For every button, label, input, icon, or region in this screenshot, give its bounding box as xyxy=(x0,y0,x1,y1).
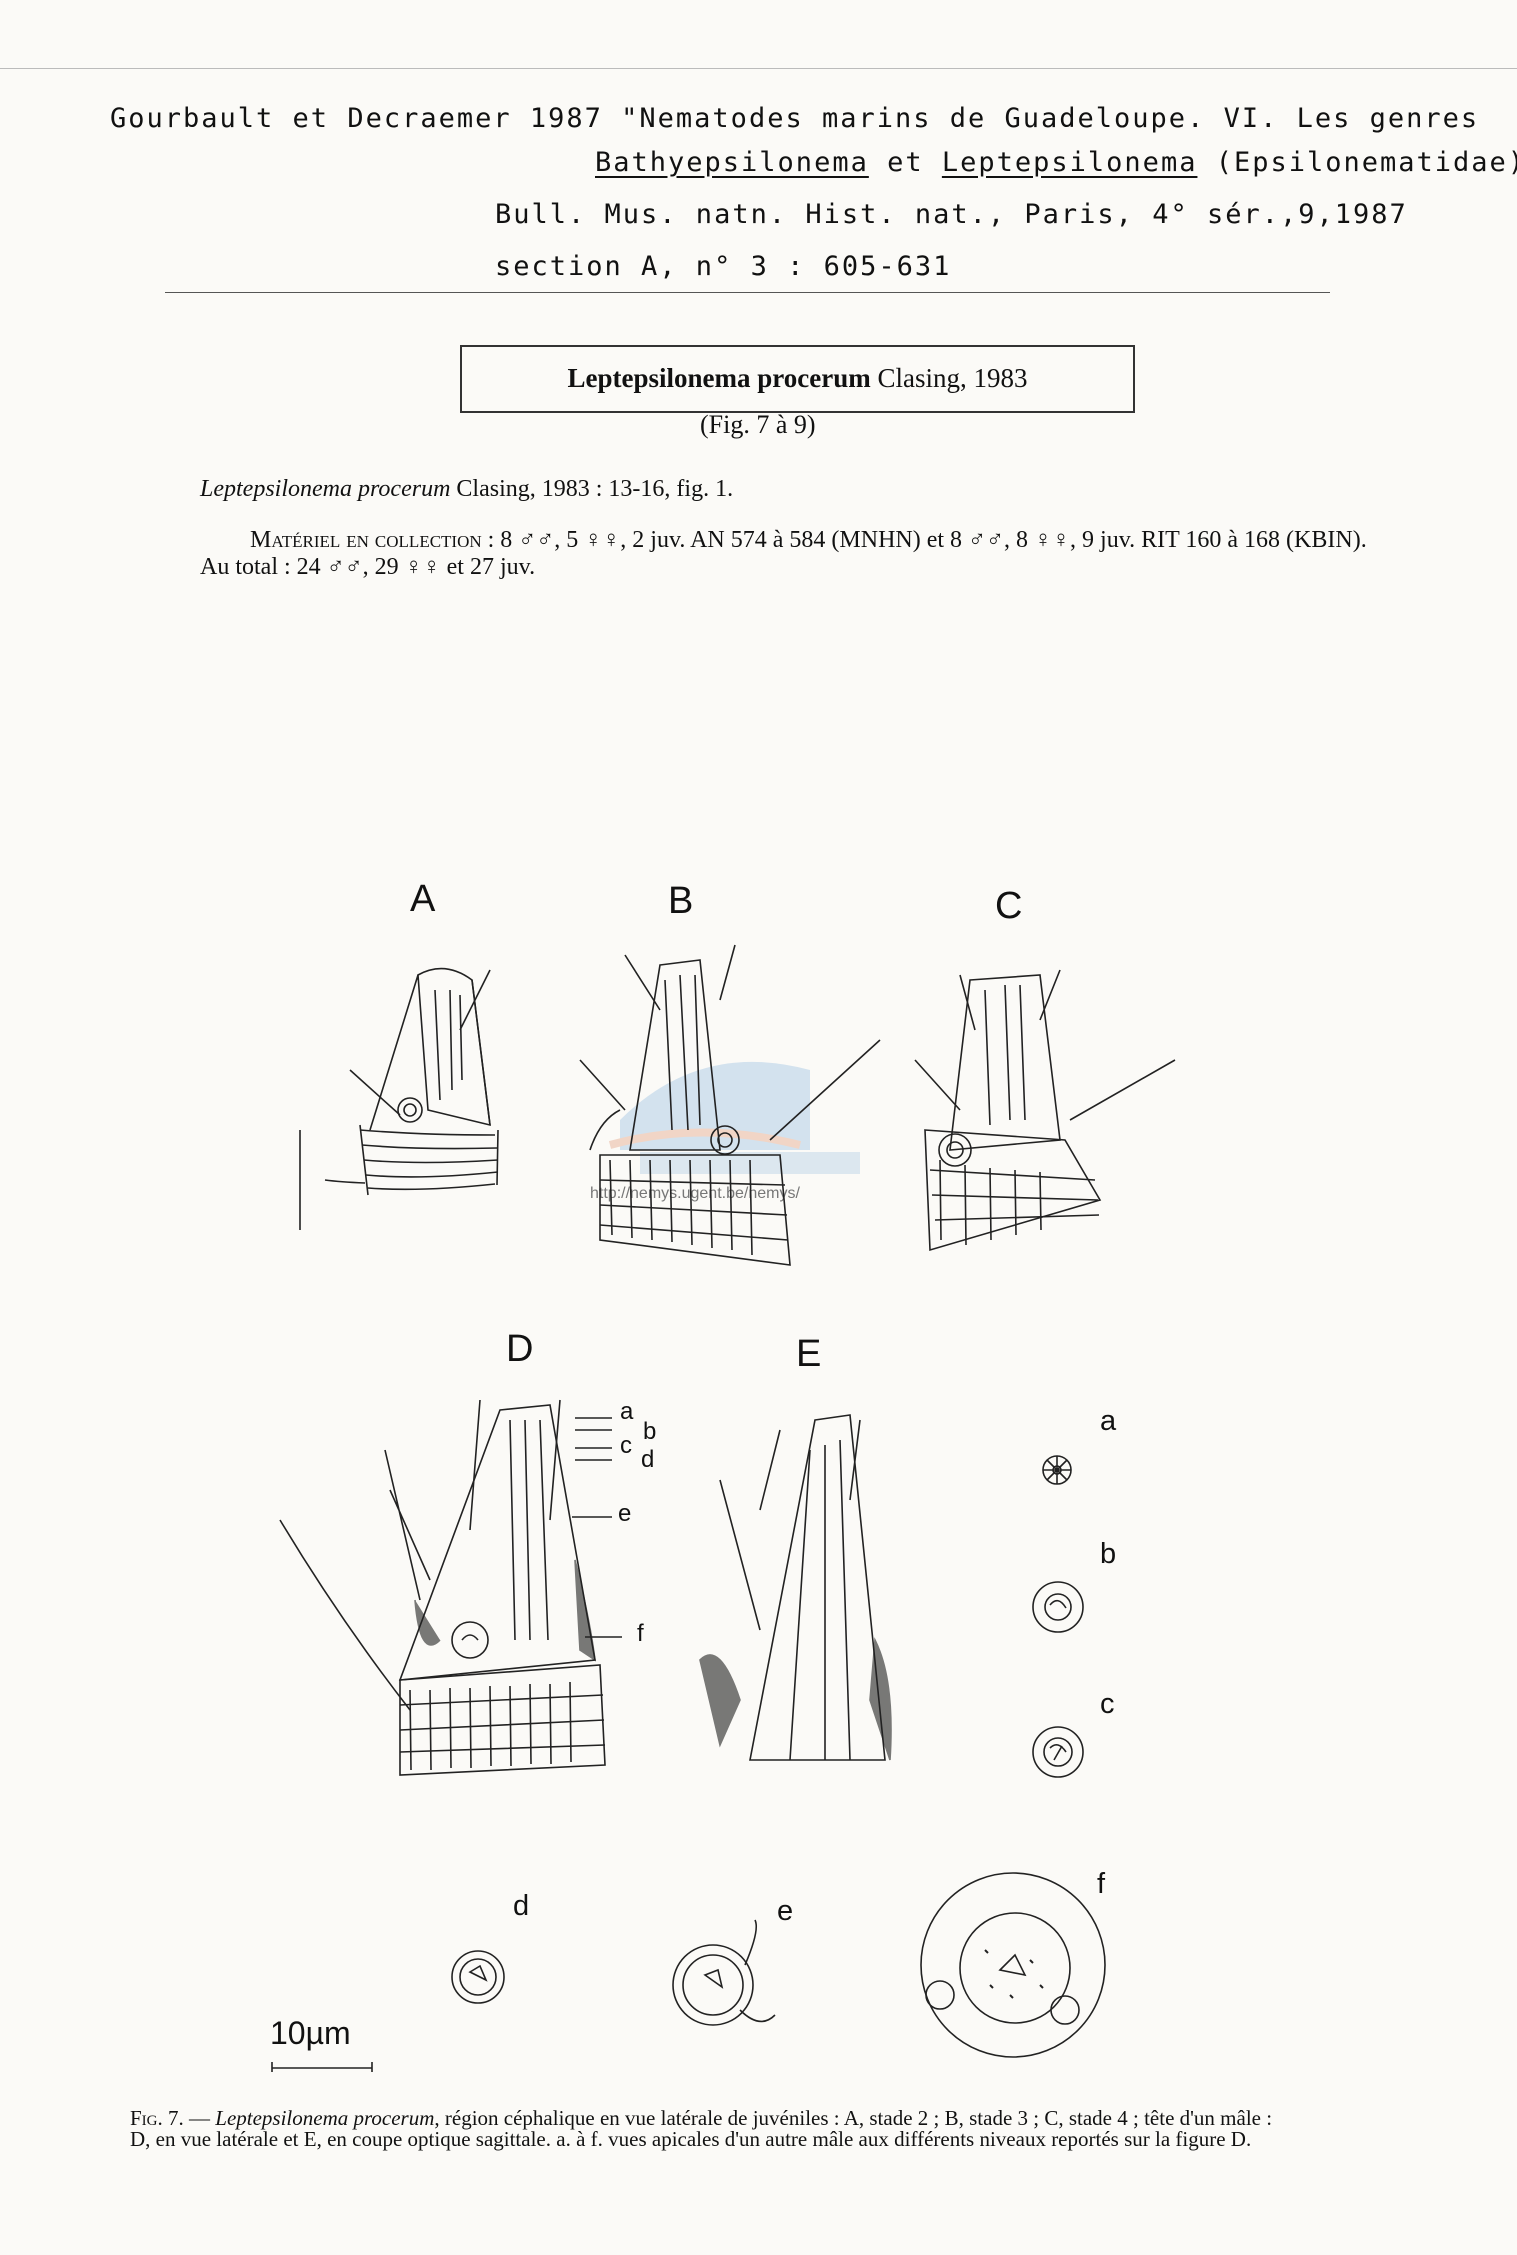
panel-label-e: E xyxy=(796,1333,822,1375)
figure-caption: Fig. 7. — Leptepsilonema procerum, régio… xyxy=(130,2108,1290,2150)
watermark-logo xyxy=(608,1061,860,1174)
genus-leptepsilonema: Leptepsilonema xyxy=(941,147,1198,178)
species-name: Leptepsilonema procerum xyxy=(567,363,871,393)
reference-line-1: Gourbault et Decraemer 1987 "Nematodes m… xyxy=(110,103,1480,134)
apical-label-e: e xyxy=(777,1895,794,1927)
panel-c-drawing xyxy=(914,969,1176,1252)
scale-bar-label: 10µm xyxy=(270,2015,351,2051)
panel-e-drawing xyxy=(699,1414,892,1761)
reference-et: et xyxy=(868,147,942,178)
species-title-box: Leptepsilonema procerum Clasing, 1983 xyxy=(460,345,1135,413)
genus-bathyepsilonema: Bathyepsilonema xyxy=(595,147,869,178)
level-label-c: c xyxy=(620,1432,632,1459)
header-bottom-rule xyxy=(165,292,1330,293)
apical-view-a xyxy=(1042,1455,1072,1485)
reference-line-3: Bull. Mus. natn. Hist. nat., Paris, 4° s… xyxy=(495,199,1408,230)
apical-label-d: d xyxy=(513,1890,530,1922)
scale-bar-line xyxy=(271,2062,373,2072)
caption-species: Leptepsilonema procerum xyxy=(215,2106,435,2130)
reference-line-4: section A, n° 3 : 605-631 xyxy=(495,251,952,282)
apical-view-e xyxy=(672,1919,776,2026)
watermark-url: http://nemys.ugent.be/nemys/ xyxy=(590,1185,800,1202)
level-label-b: b xyxy=(643,1418,657,1445)
material-paragraph: Matériel en collection : 8 ♂♂, 5 ♀♀, 2 j… xyxy=(200,527,1370,581)
species-title: Leptepsilonema procerum Clasing, 1983 xyxy=(462,363,1133,394)
reference-line-2: Bathyepsilonema et Leptepsilonema (Epsil… xyxy=(595,147,1517,178)
caption-text: , région céphalique en vue latérale de j… xyxy=(130,2106,1273,2151)
species-authority: Clasing, 1983 xyxy=(870,363,1028,393)
apical-label-c: c xyxy=(1100,1688,1115,1720)
level-label-e: e xyxy=(618,1500,632,1527)
panel-label-c: C xyxy=(995,885,1023,927)
level-label-a: a xyxy=(620,1398,634,1425)
panel-d-drawing xyxy=(279,1399,622,1776)
apical-label-b: b xyxy=(1100,1538,1117,1570)
apical-view-b xyxy=(1032,1581,1084,1633)
citation: Leptepsilonema procerum Clasing, 1983 : … xyxy=(200,476,733,503)
panel-label-a: A xyxy=(410,878,436,920)
citation-species: Leptepsilonema procerum xyxy=(200,476,451,502)
citation-details: Clasing, 1983 : 13-16, fig. 1. xyxy=(450,476,734,502)
family-name: (Epsilonematidae) xyxy=(1197,147,1517,178)
apical-view-c xyxy=(1032,1726,1084,1778)
apical-label-a: a xyxy=(1100,1405,1117,1437)
apical-view-f xyxy=(920,1872,1106,2058)
panel-label-d: D xyxy=(506,1328,534,1370)
level-label-d: d xyxy=(641,1446,655,1473)
apical-view-d xyxy=(451,1950,505,2004)
level-label-f: f xyxy=(637,1620,644,1647)
panel-b-drawing xyxy=(579,944,881,1266)
apical-label-f: f xyxy=(1097,1868,1106,1900)
panel-label-b: B xyxy=(668,880,694,922)
material-label: Matériel en collection xyxy=(250,527,482,553)
panel-a-drawing xyxy=(299,967,499,1230)
caption-fig-label: Fig. 7. xyxy=(130,2106,184,2130)
top-rule xyxy=(0,68,1517,69)
material-text: : 8 ♂♂, 5 ♀♀, 2 juv. AN 574 à 584 (MNHN)… xyxy=(200,527,1367,580)
caption-dash: — xyxy=(183,2106,216,2130)
figure-reference: (Fig. 7 à 9) xyxy=(700,410,816,439)
